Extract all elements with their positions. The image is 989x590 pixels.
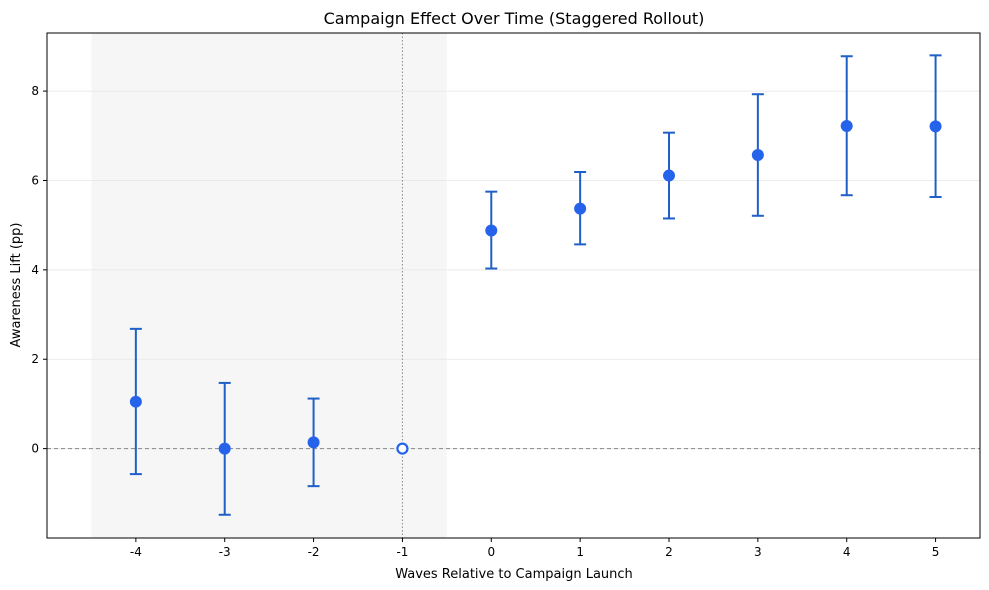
data-point bbox=[485, 224, 498, 237]
data-point bbox=[751, 149, 764, 162]
x-axis-label: Waves Relative to Campaign Launch bbox=[395, 567, 633, 582]
plot-frame bbox=[46, 32, 981, 539]
y-tick-label: 2 bbox=[31, 352, 39, 366]
data-point bbox=[663, 169, 675, 182]
data-point bbox=[574, 202, 587, 215]
x-tick-label: -2 bbox=[308, 545, 320, 559]
data-point bbox=[840, 119, 853, 132]
x-tick-label: 4 bbox=[843, 545, 851, 559]
x-tick-label: -3 bbox=[219, 545, 231, 559]
data-point bbox=[218, 442, 231, 455]
data-point bbox=[929, 120, 942, 133]
chart-title: Campaign Effect Over Time (Staggered Rol… bbox=[324, 9, 705, 28]
data-point bbox=[307, 436, 320, 449]
data-point bbox=[129, 395, 142, 408]
x-tick-label: 1 bbox=[576, 545, 584, 559]
y-tick-label: 6 bbox=[31, 173, 39, 187]
y-tick-label: 8 bbox=[31, 84, 39, 98]
x-tick-label: -1 bbox=[396, 545, 408, 559]
y-tick-label: 0 bbox=[31, 442, 39, 456]
x-tick-label: -4 bbox=[130, 545, 142, 559]
x-tick-label: 2 bbox=[665, 545, 673, 559]
pre-period-band bbox=[91, 33, 447, 538]
x-tick-label: 3 bbox=[754, 545, 762, 559]
x-tick-label: 0 bbox=[487, 545, 495, 559]
y-tick-label: 4 bbox=[31, 263, 39, 277]
reference-point bbox=[396, 442, 409, 455]
y-axis-label: Awareness Lift (pp) bbox=[9, 222, 24, 347]
x-tick-label: 5 bbox=[932, 545, 940, 559]
